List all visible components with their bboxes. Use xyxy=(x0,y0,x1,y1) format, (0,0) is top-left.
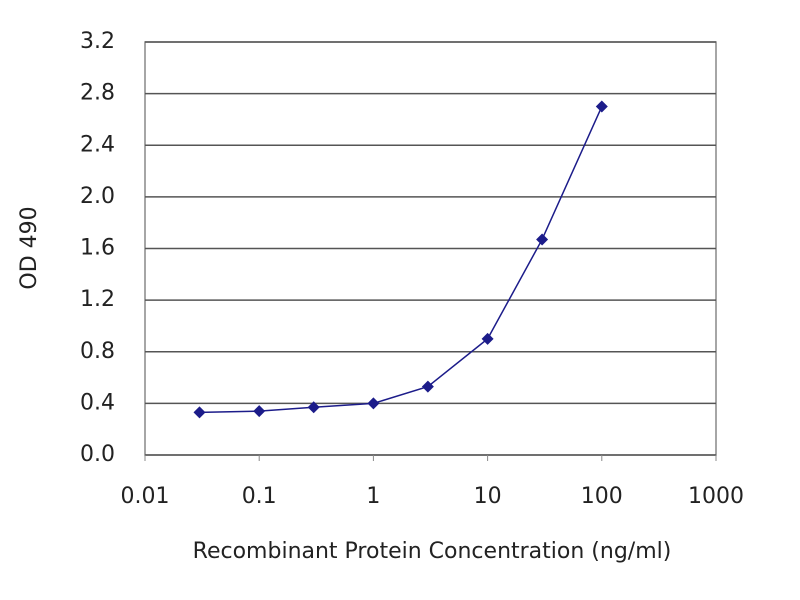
y-tick-label: 0.4 xyxy=(80,390,115,415)
x-tick-label: 1000 xyxy=(688,484,744,509)
x-tick-label: 0.1 xyxy=(242,484,277,509)
y-tick-label: 2.4 xyxy=(80,132,115,157)
x-tick-label: 10 xyxy=(474,484,502,509)
y-tick-label: 0.8 xyxy=(80,339,115,364)
data-point xyxy=(193,406,206,419)
x-axis-label: Recombinant Protein Concentration (ng/ml… xyxy=(193,539,672,564)
y-tick-label: 2.8 xyxy=(80,81,115,106)
x-tick-label: 0.01 xyxy=(121,484,170,509)
data-point xyxy=(253,405,266,418)
data-point xyxy=(595,100,608,113)
x-tick-label: 1 xyxy=(366,484,380,509)
y-tick-label: 3.2 xyxy=(80,29,115,54)
x-tick-label: 100 xyxy=(581,484,623,509)
y-axis-label: OD 490 xyxy=(17,206,42,289)
series-line xyxy=(199,106,603,414)
data-point xyxy=(421,380,434,393)
data-point xyxy=(536,233,549,246)
y-tick-label: 1.2 xyxy=(80,287,115,312)
data-point xyxy=(481,332,494,345)
y-tick-label: 0.0 xyxy=(80,442,115,467)
data-point xyxy=(307,401,320,414)
data-point xyxy=(367,397,380,410)
y-tick-label: 2.0 xyxy=(80,184,115,209)
y-tick-label: 1.6 xyxy=(80,236,115,261)
